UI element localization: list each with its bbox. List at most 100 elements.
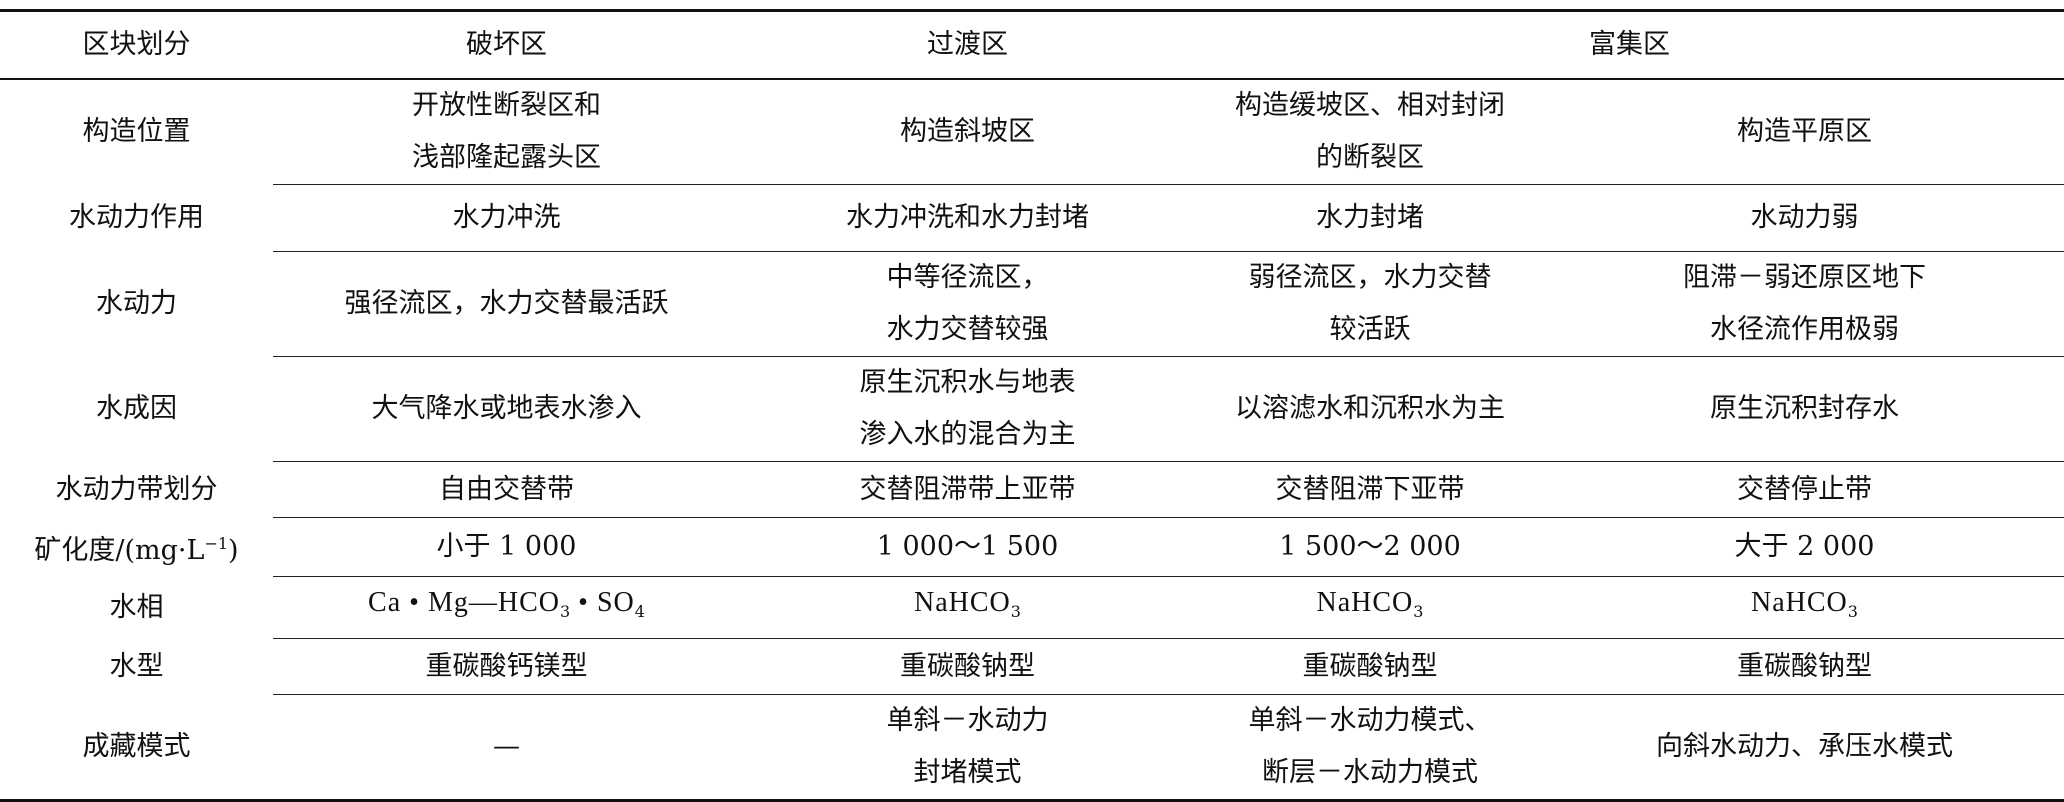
cell-line: 构造缓坡区、相对封闭 <box>1235 90 1505 121</box>
cell-line: 重碳酸钠型 <box>1302 650 1438 682</box>
table-row: 矿化度/(mg·L−1) 小于 1 000 1 000～1 500 1 500～2 0… <box>0 517 2064 577</box>
cell-line: 水力冲洗和水力封堵 <box>846 202 1089 233</box>
cell-line: 单斜－水动力模式、 <box>1248 705 1492 736</box>
table-cell: 交替停止带 <box>1545 461 2064 518</box>
table-cell: 重碳酸钙镁型 <box>273 638 740 695</box>
table-cell: 阻滞－弱还原区地下 水径流作用极弱 <box>1545 251 2064 357</box>
cell-line: 封堵模式 <box>913 757 1022 788</box>
table-cell: 构造缓坡区、相对封闭 的断裂区 <box>1195 78 1545 185</box>
cell-line: 水力冲洗 <box>452 202 561 233</box>
table-cell: 强径流区，水力交替最活跃 <box>273 251 740 357</box>
header-cell: 富集区 <box>1195 10 2064 80</box>
cell-line: 小于 1 000 <box>436 531 577 562</box>
subscript: 4 <box>634 602 645 621</box>
cell-line: 重碳酸钠型 <box>1737 650 1872 682</box>
table-row: 构造位置 开放性断裂区和 浅部隆起露头区 构造斜坡区 构造缓坡区、相对封闭 的断裂区 构造平… <box>0 78 2064 185</box>
cell-line: 以溶滤水和沉积水为主 <box>1235 393 1505 424</box>
subscript: 3 <box>1413 602 1424 621</box>
table-cell: 水力封堵 <box>1195 184 1545 252</box>
cell-line: 单斜－水动力 <box>886 705 1049 736</box>
table-row: 水成因 大气降水或地表水渗入 原生沉积水与地表 渗入水的混合为主 以溶滤水和沉积水为主 原… <box>0 356 2064 462</box>
cell-line: 浅部隆起露头区 <box>412 142 601 173</box>
table-cell: 原生沉积封存水 <box>1545 356 2064 462</box>
subscript: 3 <box>1010 602 1021 621</box>
cell-line: 原生沉积封存水 <box>1710 393 1899 424</box>
subscript: 3 <box>1847 602 1858 621</box>
cell-line: 构造斜坡区 <box>900 116 1035 147</box>
table-row: 水动力带划分 自由交替带 交替阻滞带上亚带 交替阻滞下亚带 交替停止带 <box>0 461 2064 518</box>
cell-line: 自由交替带 <box>439 473 574 505</box>
table-cell: 大气降水或地表水渗入 <box>273 356 740 462</box>
formula-text: Ca • Mg—HCO <box>368 587 560 618</box>
table-cell: 自由交替带 <box>273 461 740 518</box>
header-cell: 过渡区 <box>740 10 1195 80</box>
table-cell: 水力冲洗和水力封堵 <box>740 184 1195 252</box>
row-label-text: ) <box>228 534 239 566</box>
table-row: 水相 Ca • Mg—HCO3 • SO4 NaHCO3 NaHCO3 NaHCO3 <box>0 576 2064 639</box>
cell-line: 大气降水或地表水渗入 <box>371 393 642 424</box>
row-label: 构造位置 <box>82 116 191 148</box>
cell-line: 原生沉积水与地表 <box>859 367 1076 398</box>
cell-line: 重碳酸钙镁型 <box>425 650 588 682</box>
formula-text: NaHCO <box>914 587 1011 618</box>
cell-line: 强径流区，水力交替最活跃 <box>344 288 669 319</box>
cell-line: 水动力弱 <box>1750 202 1859 233</box>
cell-line: 的断裂区 <box>1316 142 1424 173</box>
table-cell: 开放性断裂区和 浅部隆起露头区 <box>273 78 740 185</box>
cell-line: 1 500～2 000 <box>1279 531 1461 562</box>
table-cell: 1 500～2 000 <box>1195 517 1545 577</box>
table-cell: 交替阻滞带上亚带 <box>740 461 1195 518</box>
cell-line: 交替阻滞下亚带 <box>1275 473 1465 505</box>
subscript: 3 <box>559 602 571 621</box>
table-cell: 弱径流区，水力交替 较活跃 <box>1195 251 1545 357</box>
table-cell: 单斜－水动力模式、 断层－水动力模式 <box>1195 694 1545 801</box>
cell-line: 阻滞－弱还原区地下 <box>1683 262 1926 293</box>
table-cell: 构造平原区 <box>1545 78 2064 185</box>
table-cell: Ca • Mg—HCO3 • SO4 <box>273 576 740 639</box>
cell-line: 交替停止带 <box>1737 473 1872 505</box>
cell-line: 开放性断裂区和 <box>412 90 601 121</box>
formula-text: • SO <box>570 587 635 618</box>
table-row: 成藏模式 — 单斜－水动力 封堵模式 单斜－水动力模式、 断层－水动力模式 向斜水动力、承压… <box>0 694 2064 801</box>
table-cell: 单斜－水动力 封堵模式 <box>740 694 1195 801</box>
cell-line: 向斜水动力、承压水模式 <box>1656 731 1953 762</box>
table-cell: 向斜水动力、承压水模式 <box>1545 694 2064 801</box>
row-label: 水型 <box>109 650 164 682</box>
row-label: 水相 <box>109 591 164 623</box>
cell-line: 弱径流区，水力交替 <box>1248 262 1492 293</box>
table-row: 水型 重碳酸钙镁型 重碳酸钠型 重碳酸钠型 重碳酸钠型 <box>0 638 2064 695</box>
table-cell: 重碳酸钠型 <box>1545 638 2064 695</box>
cell-line: — <box>493 731 520 762</box>
row-label: 水动力 <box>96 288 177 319</box>
table-cell: NaHCO3 <box>1545 576 2064 639</box>
cell-line: 水径流作用极弱 <box>1710 314 1899 345</box>
cell-line: 中等径流区， <box>886 262 1049 293</box>
cell-line: 水力封堵 <box>1316 202 1424 233</box>
table-cell: — <box>273 694 740 801</box>
cell-line: 交替阻滞带上亚带 <box>859 473 1076 505</box>
cell-line: 较活跃 <box>1329 314 1411 345</box>
cell-line: 大于 2 000 <box>1734 531 1875 562</box>
table-cell: 原生沉积水与地表 渗入水的混合为主 <box>740 356 1195 462</box>
table-cell: NaHCO3 <box>1195 576 1545 639</box>
formula-text: NaHCO <box>1316 587 1414 618</box>
row-label: 水动力作用 <box>69 202 204 233</box>
table-cell: 以溶滤水和沉积水为主 <box>1195 356 1545 462</box>
table-cell: 构造斜坡区 <box>740 78 1195 185</box>
table-cell: NaHCO3 <box>740 576 1195 639</box>
table-cell: 交替阻滞下亚带 <box>1195 461 1545 518</box>
cell-line: 渗入水的混合为主 <box>859 419 1076 450</box>
header-cell: 破坏区 <box>273 10 740 80</box>
cell-line: 断层－水动力模式 <box>1262 757 1478 788</box>
row-label: 水成因 <box>96 393 177 424</box>
table-cell: 小于 1 000 <box>273 517 740 577</box>
header-cell: 区块划分 <box>0 10 273 80</box>
header-row: 区块划分 破坏区 过渡区 富集区 <box>0 10 2064 80</box>
row-label: 水动力带划分 <box>55 473 218 505</box>
cell-line: 水力交替较强 <box>886 314 1049 345</box>
table-cell: 水动力弱 <box>1545 184 2064 252</box>
cell-line: 1 000～1 500 <box>876 531 1059 562</box>
cell-line: 重碳酸钠型 <box>900 650 1035 682</box>
table-row: 水动力 强径流区，水力交替最活跃 中等径流区， 水力交替较强 弱径流区，水力交替 较活跃阻… <box>0 251 2064 357</box>
table-row: 水动力作用 水力冲洗 水力冲洗和水力封堵 水力封堵 水动力弱 <box>0 184 2064 252</box>
